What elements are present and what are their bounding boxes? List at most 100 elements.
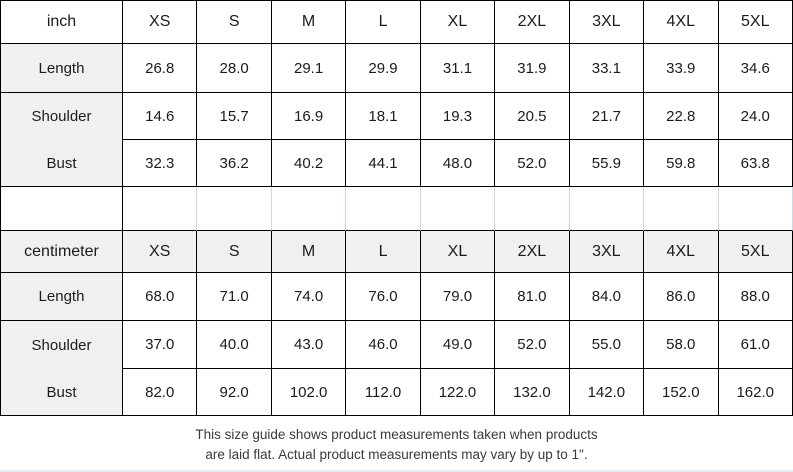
measurement-cell: 86.0 [644, 273, 719, 321]
centimeter-header-row: centimeter XS S M L XL 2XL 3XL 4XL 5XL [0, 231, 793, 273]
measurement-cell: 19.3 [420, 93, 496, 140]
size-col-header: XL [420, 0, 496, 44]
measurement-cell: 132.0 [495, 369, 570, 416]
row-label: Length [0, 273, 123, 321]
measurement-cell: 37.0 [123, 321, 198, 369]
measurement-cell: 32.3 [123, 140, 198, 187]
measurement-cell: 63.8 [718, 140, 793, 187]
measurement-cell: 33.9 [644, 44, 719, 93]
measurement-cell: 55.0 [569, 321, 645, 369]
measurement-cell: 59.8 [644, 140, 719, 187]
size-col-header: 3XL [569, 0, 645, 44]
measurement-cell: 33.1 [569, 44, 645, 93]
measurement-cell: 20.5 [495, 93, 570, 140]
measurement-cell: 36.2 [197, 140, 272, 187]
size-col-header: 2XL [495, 0, 570, 44]
size-col-header: S [197, 0, 272, 44]
inch-length-row: Length 26.8 28.0 29.1 29.9 31.1 31.9 33.… [0, 44, 793, 93]
measurement-cell: 88.0 [718, 273, 793, 321]
spacer-cell [644, 187, 719, 231]
spacer-cell [495, 187, 570, 231]
cm-shoulder-row: Shoulder 37.0 40.0 43.0 46.0 49.0 52.0 5… [0, 321, 793, 369]
measurement-cell: 48.0 [420, 140, 496, 187]
measurement-cell: 58.0 [644, 321, 719, 369]
measurement-cell: 24.0 [718, 93, 793, 140]
measurement-cell: 44.1 [346, 140, 421, 187]
measurement-cell: 81.0 [495, 273, 570, 321]
spacer-cell [123, 187, 198, 231]
spacer-cell [0, 187, 123, 231]
size-guide-disclaimer: This size guide shows product measuremen… [0, 425, 793, 464]
spacer-cell [420, 187, 496, 231]
inch-shoulder-row: Shoulder 14.6 15.7 16.9 18.1 19.3 20.5 2… [0, 93, 793, 140]
size-col-header: L [346, 231, 421, 273]
measurement-cell: 61.0 [718, 321, 793, 369]
measurement-cell: 74.0 [271, 273, 347, 321]
measurement-cell: 112.0 [346, 369, 421, 416]
measurement-cell: 31.1 [420, 44, 496, 93]
measurement-cell: 29.9 [346, 44, 421, 93]
size-col-header: 3XL [569, 231, 645, 273]
size-col-header: S [197, 231, 272, 273]
measurement-cell: 40.2 [271, 140, 347, 187]
measurement-cell: 142.0 [569, 369, 645, 416]
measurement-cell: 79.0 [420, 273, 496, 321]
row-label: Shoulder [0, 93, 123, 140]
measurement-cell: 15.7 [197, 93, 272, 140]
measurement-cell: 84.0 [569, 273, 645, 321]
measurement-cell: 76.0 [346, 273, 421, 321]
measurement-cell: 46.0 [346, 321, 421, 369]
row-label: Bust [0, 369, 123, 416]
size-col-header: 4XL [644, 231, 719, 273]
measurement-cell: 52.0 [495, 321, 570, 369]
spacer-cell [569, 187, 645, 231]
measurement-cell: 40.0 [197, 321, 272, 369]
measurement-cell: 28.0 [197, 44, 272, 93]
size-col-header: 4XL [644, 0, 719, 44]
measurement-cell: 122.0 [420, 369, 496, 416]
measurement-cell: 22.8 [644, 93, 719, 140]
disclaimer-line-2: are laid flat. Actual product measuremen… [205, 446, 588, 462]
measurement-cell: 16.9 [271, 93, 347, 140]
size-guide-table: inch XS S M L XL 2XL 3XL 4XL 5XL Length … [0, 0, 793, 416]
spacer-cell [346, 187, 421, 231]
row-label: Bust [0, 140, 123, 187]
size-col-header: M [271, 231, 347, 273]
measurement-cell: 43.0 [271, 321, 347, 369]
size-col-header: XS [123, 231, 198, 273]
spacer-cell [271, 187, 347, 231]
disclaimer-line-1: This size guide shows product measuremen… [195, 427, 598, 442]
measurement-cell: 55.9 [569, 140, 645, 187]
inch-bust-row: Bust 32.3 36.2 40.2 44.1 48.0 52.0 55.9 … [0, 140, 793, 187]
size-col-header: 5XL [718, 231, 793, 273]
measurement-cell: 82.0 [123, 369, 198, 416]
row-label: Length [0, 44, 123, 93]
measurement-cell: 29.1 [271, 44, 347, 93]
measurement-cell: 14.6 [123, 93, 198, 140]
spacer-cell [718, 187, 793, 231]
measurement-cell: 102.0 [271, 369, 347, 416]
measurement-cell: 152.0 [644, 369, 719, 416]
unit-label-inch: inch [0, 0, 123, 44]
size-col-header: XL [420, 231, 496, 273]
spacer-cell [197, 187, 272, 231]
cm-length-row: Length 68.0 71.0 74.0 76.0 79.0 81.0 84.… [0, 273, 793, 321]
measurement-cell: 71.0 [197, 273, 272, 321]
table-spacer-row [0, 187, 793, 231]
measurement-cell: 34.6 [718, 44, 793, 93]
measurement-cell: 162.0 [718, 369, 793, 416]
measurement-cell: 31.9 [495, 44, 570, 93]
measurement-cell: 26.8 [123, 44, 198, 93]
unit-label-centimeter: centimeter [0, 231, 123, 273]
measurement-cell: 21.7 [569, 93, 645, 140]
inch-header-row: inch XS S M L XL 2XL 3XL 4XL 5XL [0, 0, 793, 44]
cm-bust-row: Bust 82.0 92.0 102.0 112.0 122.0 132.0 1… [0, 369, 793, 416]
size-col-header: M [271, 0, 347, 44]
measurement-cell: 52.0 [495, 140, 570, 187]
size-col-header: 2XL [495, 231, 570, 273]
row-label: Shoulder [0, 321, 123, 369]
measurement-cell: 68.0 [123, 273, 198, 321]
measurement-cell: 18.1 [346, 93, 421, 140]
size-col-header: XS [123, 0, 198, 44]
